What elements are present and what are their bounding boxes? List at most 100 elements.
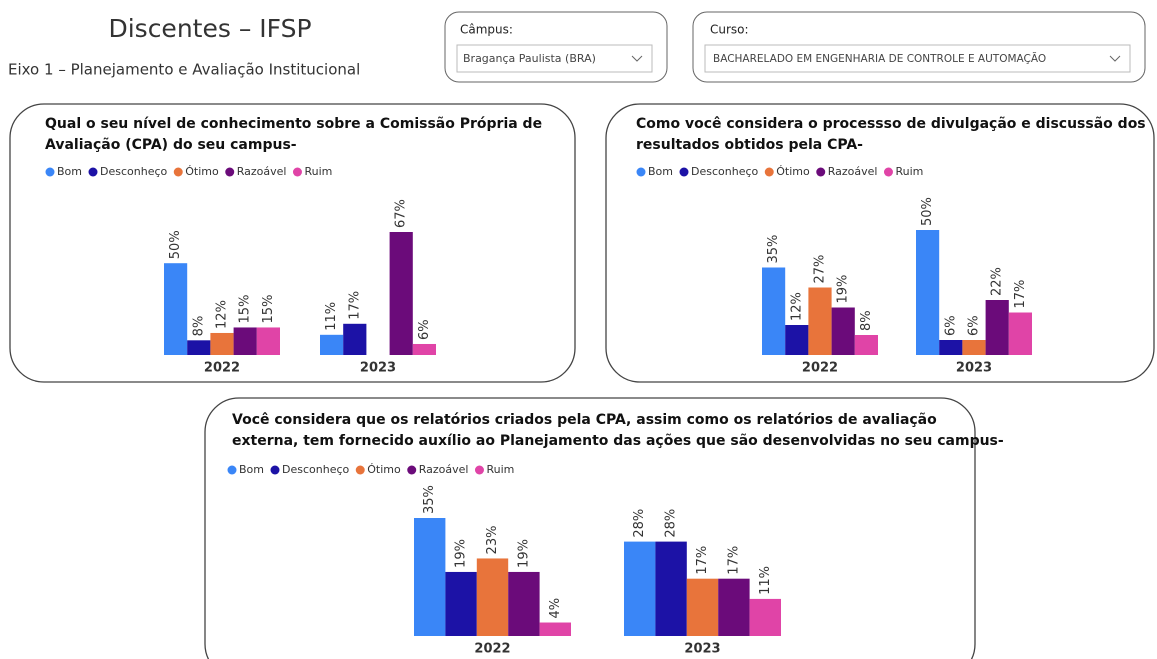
filter-value: BACHARELADO EM ENGENHARIA DE CONTROLE E … <box>713 52 1046 65</box>
data-label: 6% <box>943 315 958 336</box>
data-label: 6% <box>967 315 982 336</box>
page-title: Discentes – IFSP <box>108 14 311 43</box>
legend-marker <box>764 167 774 177</box>
data-label: 15% <box>261 295 276 324</box>
legend-marker <box>292 167 302 177</box>
chart-panel <box>204 397 976 659</box>
legend-label: Razoável <box>828 165 878 178</box>
data-label: 27% <box>813 255 828 284</box>
legend-label: Desconheço <box>691 165 759 178</box>
bar <box>718 578 750 636</box>
x-tick-label: 2023 <box>684 642 720 657</box>
page-subtitle: Eixo 1 – Planejamento e Avaliação Instit… <box>8 61 360 79</box>
legend-marker <box>227 465 237 475</box>
bar <box>939 340 963 355</box>
bar <box>164 263 188 355</box>
data-label: 17% <box>726 546 741 575</box>
bar <box>539 622 571 636</box>
legend-label: Razoável <box>237 165 287 178</box>
data-label: 12% <box>789 292 804 321</box>
chart-panel <box>9 103 576 383</box>
legend-label: Ótimo <box>776 165 810 178</box>
data-label: 50% <box>920 197 935 226</box>
chevron <box>631 55 643 62</box>
bar <box>389 232 413 355</box>
bar <box>831 307 855 355</box>
bar <box>655 541 687 636</box>
bar <box>445 571 477 636</box>
data-label: 28% <box>664 509 679 538</box>
bar <box>985 300 1009 355</box>
bar <box>785 325 809 355</box>
bar <box>412 343 436 355</box>
campus-dropdown[interactable] <box>456 44 653 73</box>
data-label: 11% <box>324 302 339 331</box>
legend-marker <box>883 167 893 177</box>
chart-title: resultados obtidos pela CPA- <box>636 137 863 153</box>
data-label: 8% <box>191 316 206 337</box>
filter-label: Câmpus: <box>460 23 513 37</box>
legend-label: Desconheço <box>100 165 168 178</box>
filter-value: Bragança Paulista (BRA) <box>463 52 596 65</box>
bar <box>233 327 257 355</box>
data-label: 28% <box>632 509 647 538</box>
bar <box>508 571 540 636</box>
legend-marker <box>474 465 484 475</box>
bar <box>686 578 719 636</box>
legend-marker <box>679 167 689 177</box>
bar <box>916 230 940 355</box>
legend-label: Ótimo <box>185 165 219 178</box>
legend-marker <box>407 465 417 475</box>
data-label: 4% <box>548 598 563 619</box>
chevron <box>1109 55 1121 62</box>
data-label: 67% <box>394 199 409 228</box>
legend-marker <box>816 167 826 177</box>
data-label: 17% <box>1013 280 1028 309</box>
x-tick-label: 2023 <box>360 361 396 376</box>
legend-marker <box>88 167 98 177</box>
data-label: 12% <box>215 300 230 329</box>
legend-marker <box>636 167 646 177</box>
bar <box>762 267 786 355</box>
bar <box>210 332 234 355</box>
bar <box>256 327 280 355</box>
legend-label: Ótimo <box>367 463 401 476</box>
data-label: 19% <box>516 539 531 568</box>
bar <box>414 518 446 636</box>
legend-label: Ruim <box>486 463 514 476</box>
chart-title: Qual o seu nível de conhecimento sobre a… <box>45 116 542 132</box>
bar <box>343 323 367 355</box>
legend-label: Bom <box>648 165 673 178</box>
chart-title: externa, tem fornecido auxílio ao Planej… <box>232 433 1004 449</box>
filter-label: Curso: <box>710 23 749 37</box>
bar <box>624 541 656 636</box>
course-dropdown[interactable] <box>704 44 1131 73</box>
bar <box>854 335 878 355</box>
legend-marker <box>355 465 365 475</box>
data-label: 8% <box>859 310 874 331</box>
legend-marker <box>225 167 235 177</box>
legend-label: Razoável <box>419 463 469 476</box>
x-tick-label: 2022 <box>802 361 838 376</box>
data-label: 23% <box>485 526 500 555</box>
data-label: 15% <box>238 295 253 324</box>
x-tick-label: 2023 <box>956 361 992 376</box>
bar <box>187 340 211 355</box>
data-label: 35% <box>766 235 781 264</box>
chart-title: Avaliação (CPA) do seu campus- <box>45 137 297 153</box>
chart-title: Como você considera o processso de divul… <box>636 116 1146 132</box>
data-label: 50% <box>168 230 183 259</box>
legend-label: Ruim <box>304 165 332 178</box>
legend-marker <box>173 167 183 177</box>
bar <box>808 287 832 355</box>
x-tick-label: 2022 <box>474 642 510 657</box>
legend-label: Desconheço <box>282 463 350 476</box>
legend-label: Bom <box>57 165 82 178</box>
bar <box>476 558 509 636</box>
legend-marker <box>45 167 55 177</box>
legend-label: Ruim <box>895 165 923 178</box>
chart-title: Você considera que os relatórios criados… <box>232 412 937 428</box>
bar <box>1008 312 1032 355</box>
data-label: 19% <box>836 275 851 304</box>
